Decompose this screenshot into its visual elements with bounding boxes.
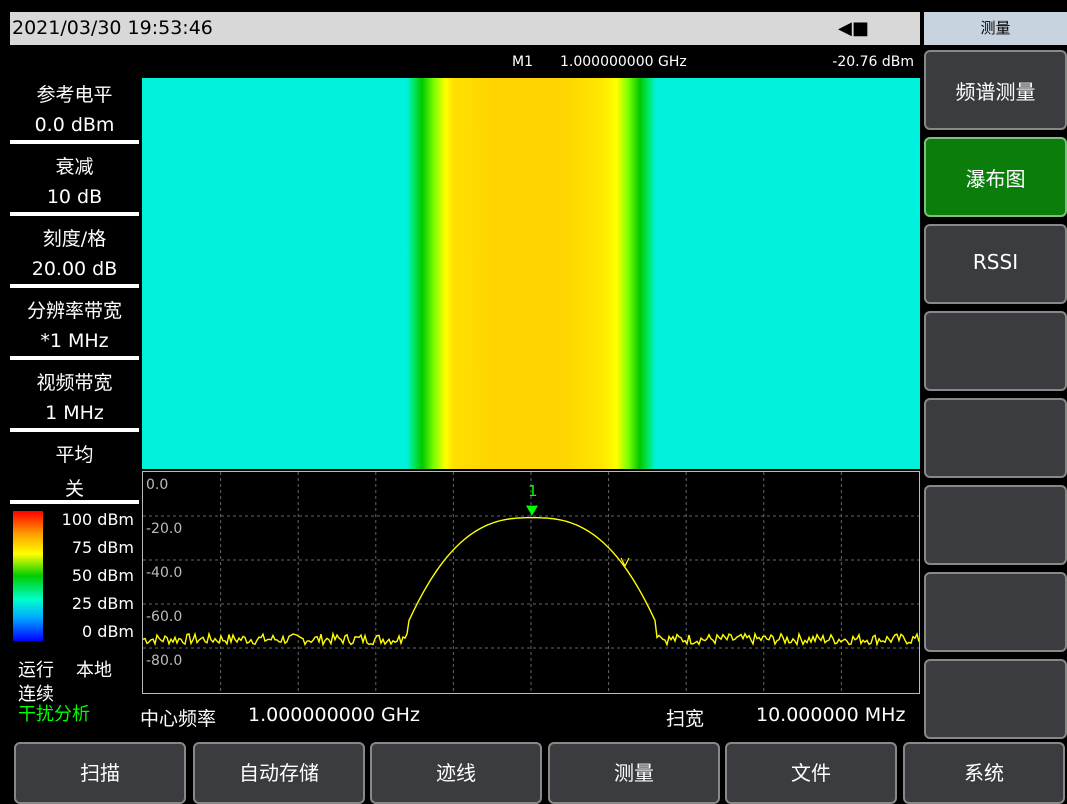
span-value[interactable]: 10.000000 MHz <box>756 704 906 726</box>
param-value: 关 <box>64 478 84 500</box>
marker-triangle[interactable] <box>526 505 538 516</box>
plug-icon: ◀■ <box>838 18 869 39</box>
sweep-button[interactable]: 扫描 <box>14 742 186 804</box>
spectrum-plot <box>143 472 919 693</box>
color-scale-bar <box>13 511 43 641</box>
sweep-mode: 连续 <box>18 684 54 705</box>
center-freq-label: 中心频率 <box>140 708 217 730</box>
param-label: 平均 <box>55 444 94 466</box>
param-label: 刻度/格 <box>42 228 107 250</box>
span-label: 扫宽 <box>666 708 705 730</box>
param-scale[interactable]: 刻度/格 20.00 dB <box>10 220 139 290</box>
param-divider <box>10 284 139 288</box>
softkey-empty[interactable] <box>924 485 1067 565</box>
datetime: 2021/03/30 19:53:46 <box>12 17 213 39</box>
y-tick-label: -80.0 <box>146 653 183 669</box>
color-scale-label: 100 dBm <box>61 510 134 529</box>
menu-title: 测量 <box>924 12 1067 45</box>
param-rbw[interactable]: 分辨率带宽 *1 MHz <box>10 292 139 362</box>
trace-button[interactable]: 迹线 <box>370 742 542 804</box>
softkey-empty[interactable] <box>924 311 1067 391</box>
softkey-rssi[interactable]: RSSI <box>924 224 1067 304</box>
param-value: 0.0 dBm <box>34 114 115 136</box>
param-value: 10 dB <box>46 186 103 208</box>
param-divider <box>10 428 139 432</box>
spectrum-display: 0.0 -20.0 -40.0 -60.0 -80.0 1 <box>142 471 920 694</box>
param-label: 参考电平 <box>36 84 113 106</box>
param-divider <box>10 212 139 216</box>
run-status: 运行 <box>18 660 54 681</box>
status-bar: 2021/03/30 19:53:46 ◀■ <box>10 12 920 45</box>
softkey-empty[interactable] <box>924 572 1067 652</box>
spectrum-trace <box>143 517 919 647</box>
marker-label: M1 <box>512 54 533 70</box>
color-scale-label: 25 dBm <box>71 594 134 613</box>
softkey-spectrum[interactable]: 频谱测量 <box>924 50 1067 130</box>
param-vbw[interactable]: 视频带宽 1 MHz <box>10 364 139 434</box>
color-scale-label: 75 dBm <box>71 538 134 557</box>
param-value: *1 MHz <box>40 330 109 352</box>
auto-save-button[interactable]: 自动存储 <box>193 742 365 804</box>
param-ref-level[interactable]: 参考电平 0.0 dBm <box>10 76 139 146</box>
param-value: 20.00 dB <box>31 258 118 280</box>
marker-frequency: 1.000000000 GHz <box>560 54 687 70</box>
softkey-empty[interactable] <box>924 398 1067 478</box>
param-label: 视频带宽 <box>36 372 113 394</box>
param-label: 分辨率带宽 <box>26 300 122 322</box>
param-value: 1 MHz <box>45 402 104 424</box>
y-tick-label: -20.0 <box>146 521 183 537</box>
softkey-waterfall[interactable]: 瀑布图 <box>924 137 1067 217</box>
parameter-panel: 参考电平 0.0 dBm 衰减 10 dB 刻度/格 20.00 dB 分辨率带… <box>10 76 139 725</box>
analysis-mode: 干扰分析 <box>18 704 90 725</box>
param-divider <box>10 140 139 144</box>
param-divider <box>10 500 139 504</box>
local-status: 本地 <box>76 660 112 681</box>
color-scale-label: 0 dBm <box>82 622 134 641</box>
system-button[interactable]: 系统 <box>903 742 1065 804</box>
marker-number: 1 <box>528 482 538 500</box>
color-scale-label: 50 dBm <box>71 566 134 585</box>
marker-readout: M1 1.000000000 GHz -20.76 dBm <box>142 48 920 76</box>
marker-arrow <box>620 557 630 568</box>
center-freq-value[interactable]: 1.000000000 GHz <box>248 704 420 726</box>
param-divider <box>10 356 139 360</box>
param-label: 衰减 <box>55 156 94 178</box>
y-tick-label: -40.0 <box>146 565 183 581</box>
y-tick-label: 0.0 <box>146 477 169 493</box>
waterfall-display <box>142 78 920 469</box>
file-button[interactable]: 文件 <box>725 742 897 804</box>
y-tick-label: -60.0 <box>146 609 183 625</box>
param-attenuation[interactable]: 衰减 10 dB <box>10 148 139 218</box>
measure-button[interactable]: 测量 <box>548 742 720 804</box>
param-average[interactable]: 平均 关 <box>10 436 139 506</box>
marker-amplitude: -20.76 dBm <box>832 54 914 70</box>
softkey-empty[interactable] <box>924 659 1067 739</box>
